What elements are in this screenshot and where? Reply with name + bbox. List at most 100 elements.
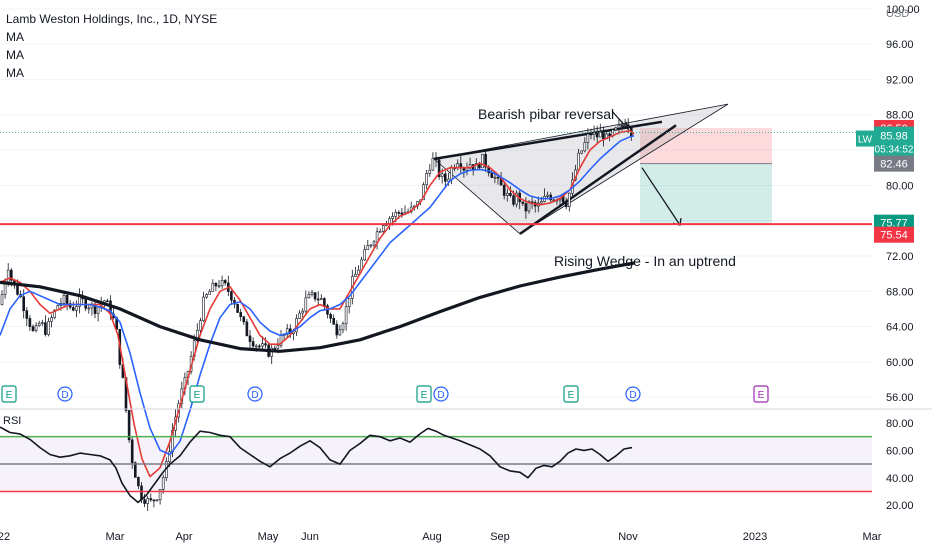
event-label: D xyxy=(61,390,68,401)
ma-fast-line[interactable] xyxy=(0,129,635,478)
last-price-box xyxy=(874,126,914,157)
candle-body xyxy=(586,133,590,143)
event-earnings-icon[interactable] xyxy=(753,385,769,403)
candle-body xyxy=(257,345,261,348)
candle-body xyxy=(341,323,345,331)
candle-body xyxy=(0,294,4,305)
time-axis: 22 Mar Apr May Jun Aug Sep Nov 2023 Mar xyxy=(0,531,882,543)
candle-body xyxy=(354,273,357,277)
candle-body xyxy=(149,498,153,501)
candle-body xyxy=(502,184,506,196)
candle-body xyxy=(310,292,314,295)
candle-body xyxy=(254,345,258,348)
price-tick-label: 100.00 xyxy=(886,4,920,16)
candle-body xyxy=(462,167,466,171)
candle-body xyxy=(236,303,239,313)
candle-body xyxy=(264,343,267,346)
event-earnings-icon[interactable] xyxy=(563,385,579,403)
price-axis: 100.0096.0092.0088.0084.0080.0076.0072.0… xyxy=(886,4,920,404)
countdown-label: 05:34:52 xyxy=(875,145,914,156)
rsi-label: RSI xyxy=(3,415,21,427)
candle-body xyxy=(447,178,450,182)
ma-mid-line[interactable] xyxy=(0,135,635,456)
candle-body xyxy=(196,329,199,341)
symbol-tag-box xyxy=(856,130,874,147)
candle-body xyxy=(540,201,543,204)
candle-body xyxy=(152,499,156,502)
candle-body xyxy=(564,201,568,208)
event-dividend-icon[interactable] xyxy=(57,386,73,402)
candle-body xyxy=(65,294,69,304)
candle-body xyxy=(217,285,221,288)
candle-body xyxy=(617,124,621,129)
projection-arrow[interactable] xyxy=(641,167,681,226)
candle-body xyxy=(10,269,13,281)
event-earnings-icon[interactable] xyxy=(416,385,432,403)
candle-body xyxy=(140,485,143,501)
candle-body xyxy=(332,318,336,325)
candle-body xyxy=(515,192,518,205)
take-profit-zone[interactable] xyxy=(640,163,772,223)
candle-body xyxy=(484,154,487,168)
candle-body xyxy=(161,477,165,490)
candle-body xyxy=(347,298,351,307)
candle-body xyxy=(440,173,444,178)
candle-body xyxy=(137,477,140,487)
candle-body xyxy=(620,124,624,127)
indicator-ma-3[interactable]: MA xyxy=(6,66,24,80)
candle-body xyxy=(375,231,379,243)
candle-body xyxy=(512,195,515,205)
time-tick-label: Mar xyxy=(106,531,125,543)
price-tick-label: 60.00 xyxy=(886,357,914,369)
event-label: E xyxy=(421,390,428,401)
event-dividend-icon[interactable] xyxy=(433,386,449,402)
event-dividend-icon[interactable] xyxy=(247,386,263,402)
price-tick-label: 96.00 xyxy=(886,39,914,51)
event-dividend-icon[interactable] xyxy=(625,386,641,402)
candle-body xyxy=(155,499,159,502)
candle-body xyxy=(34,325,38,331)
candle-body xyxy=(589,133,593,136)
candle-body xyxy=(307,294,311,299)
time-tick-label: Aug xyxy=(422,531,442,543)
time-tick-label: Nov xyxy=(618,531,638,543)
indicator-ma-2[interactable]: MA xyxy=(6,48,24,62)
candle-body xyxy=(623,124,627,127)
candle-body xyxy=(40,322,44,324)
event-label: E xyxy=(194,390,201,401)
candle-body xyxy=(372,241,376,246)
candle-body xyxy=(6,269,10,283)
ma-slow-line[interactable] xyxy=(0,261,635,353)
price-pane[interactable] xyxy=(0,0,872,406)
candle-body xyxy=(546,194,549,197)
candle-body xyxy=(96,306,100,314)
time-tick-label: 2023 xyxy=(743,531,767,543)
candle-body xyxy=(524,203,528,212)
candle-body xyxy=(505,193,509,196)
event-earnings-icon[interactable] xyxy=(1,385,17,403)
symbol-tag[interactable]: LW xyxy=(858,135,873,146)
candle-body xyxy=(50,317,53,322)
wedge-lower-trendline[interactable] xyxy=(519,124,677,235)
candle-body xyxy=(214,283,218,287)
indicator-ma-1[interactable]: MA xyxy=(6,30,24,44)
candle-body xyxy=(25,310,29,319)
candle-body xyxy=(208,291,211,295)
candle-body xyxy=(223,280,227,284)
event-earnings-icon[interactable] xyxy=(189,385,205,403)
candle-body xyxy=(369,244,373,247)
price-tick-label: 80.00 xyxy=(886,180,914,192)
wedge-upper-trendline[interactable] xyxy=(433,120,663,161)
rsi-line[interactable] xyxy=(0,426,633,504)
candle-body xyxy=(567,192,571,208)
price-tick-label: 64.00 xyxy=(886,322,914,334)
rsi-grid xyxy=(0,435,872,493)
rsi-tick-label: 20.00 xyxy=(886,500,914,512)
candle-body xyxy=(130,439,134,463)
series-lines xyxy=(0,129,635,478)
candle-body xyxy=(422,184,425,201)
support-high-label-box xyxy=(874,214,914,231)
symbol-title[interactable]: Lamb Weston Holdings, Inc., 1D, NYSE xyxy=(6,12,218,26)
